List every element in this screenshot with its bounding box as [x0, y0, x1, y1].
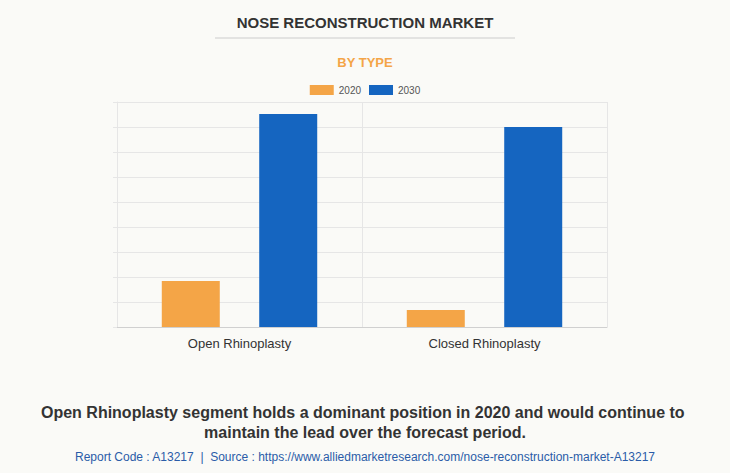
- svg-text:Open Rhinoplasty segment holds: Open Rhinoplasty segment holds a dominan…: [41, 404, 689, 421]
- svg-text:Open Rhinoplasty: Open Rhinoplasty: [188, 336, 292, 351]
- svg-text:2030: 2030: [398, 85, 421, 96]
- svg-text:BY TYPE: BY TYPE: [337, 55, 393, 70]
- svg-text:2020: 2020: [339, 85, 362, 96]
- svg-text:NOSE RECONSTRUCTION MARKET: NOSE RECONSTRUCTION MARKET: [237, 14, 494, 31]
- svg-text:Closed Rhinoplasty: Closed Rhinoplasty: [428, 336, 541, 351]
- svg-text:maintain the lead over the for: maintain the lead over the forecast peri…: [204, 424, 526, 441]
- svg-text:Report Code : A13217 | Sourc: Report Code : A13217 | Source : https://…: [75, 450, 655, 464]
